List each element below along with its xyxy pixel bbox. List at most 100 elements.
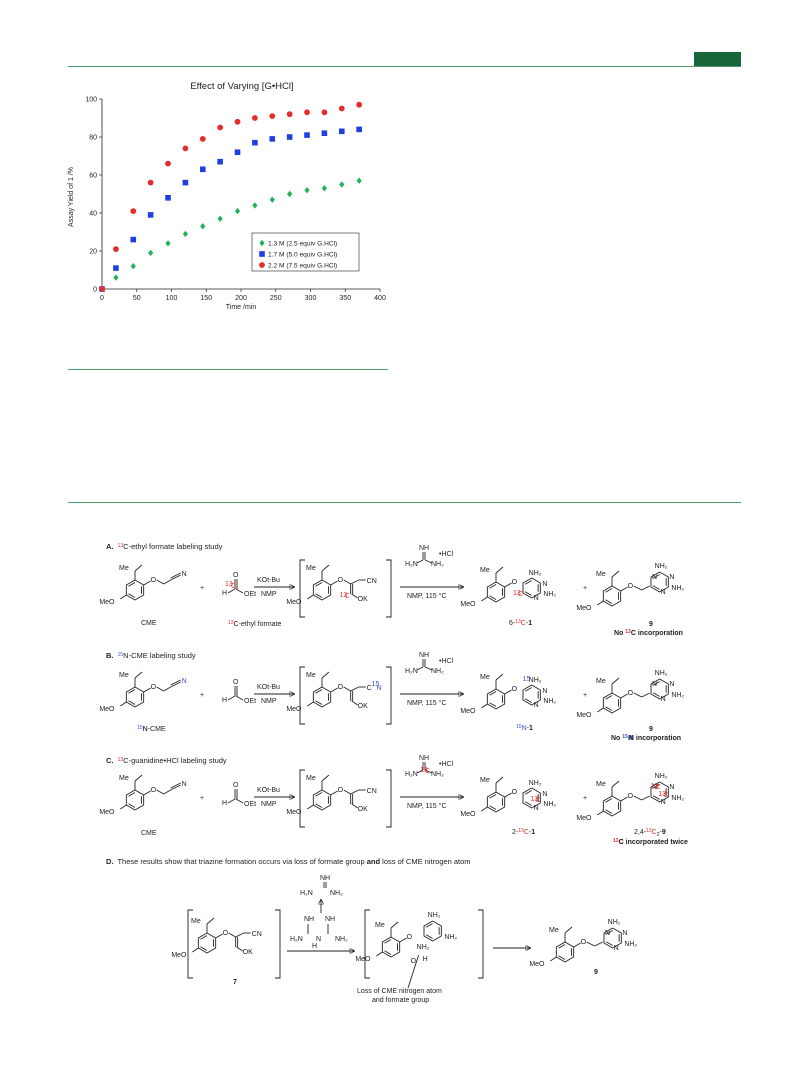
twice-label: 13CC incorporated twice (613, 838, 688, 846)
plus-sign: + (583, 692, 587, 699)
ring-n: N (534, 595, 539, 602)
methoxy-label: MeO (99, 809, 115, 816)
chem-label: C (345, 593, 350, 600)
data-point (182, 230, 188, 238)
bond (641, 585, 650, 591)
data-point (199, 166, 206, 173)
double-bond (605, 695, 613, 700)
data-point (234, 118, 241, 125)
bond (170, 572, 181, 579)
methoxy-label: MeO (99, 706, 115, 713)
ring-n: N (669, 681, 674, 688)
methoxy-label: MeO (576, 712, 592, 719)
methyl-label: Me (596, 571, 606, 578)
section-rule (68, 502, 741, 503)
bond (120, 701, 127, 707)
bond (120, 594, 127, 600)
no-15n-b: No 15NN incorporation (611, 734, 681, 742)
amine-label: NH₂ (529, 677, 542, 684)
amine-label: NH₂ (543, 591, 556, 598)
cyano-label: CN (252, 931, 262, 938)
double-bond (605, 809, 613, 814)
amine-label: NH₂ (655, 563, 668, 570)
data-point (339, 181, 345, 188)
ring-n: N (534, 702, 539, 709)
aromatic-ring (603, 927, 622, 949)
chem-label: O (233, 679, 239, 686)
bond (235, 588, 244, 594)
hcl-label: •HCl (439, 761, 454, 768)
imine-label: NH (419, 652, 429, 659)
product-9-label-b: 9 (649, 726, 653, 733)
chem-label: 13 (658, 791, 666, 798)
bond (504, 792, 512, 798)
bond (235, 932, 244, 938)
cme-15n-label: 15NN-CME (137, 725, 166, 733)
bond (407, 954, 420, 989)
ring-n: N (652, 784, 657, 791)
bond (564, 926, 573, 934)
data-point (217, 158, 223, 165)
methoxy-label: MeO (286, 599, 302, 606)
hcl-label: •HCl (439, 551, 454, 558)
amine-label: NH₂ (444, 934, 457, 941)
top-rule (68, 66, 741, 67)
legend-marker (259, 239, 265, 247)
hcl-label: •HCl (439, 658, 454, 665)
double-bond (558, 955, 566, 960)
data-point (234, 207, 241, 215)
legend-marker (259, 262, 265, 268)
bond (170, 681, 181, 688)
oxygen-label: O (223, 930, 229, 937)
bond (416, 559, 424, 564)
data-point (338, 128, 345, 135)
enolate-label: OK (358, 596, 368, 603)
double-bond (489, 702, 497, 707)
double-bond (652, 692, 660, 697)
chem-label: 15 (523, 676, 531, 683)
imine-label: NH (419, 545, 429, 552)
chem-label: C (518, 591, 523, 598)
legend-label: 1.3 M (2.5 equiv G.HCl) (268, 241, 337, 248)
double-bond (652, 681, 660, 686)
methyl-label: Me (549, 927, 559, 934)
methyl-label: Me (191, 918, 201, 925)
x-tick-label: 50 (133, 295, 141, 302)
data-point (148, 249, 154, 257)
data-point (269, 196, 275, 203)
chem-label: O (233, 782, 239, 789)
ring-n: N (542, 688, 547, 695)
bond (170, 679, 181, 686)
bond (424, 559, 433, 564)
bond (641, 795, 650, 801)
double-bond (524, 790, 532, 795)
double-bond (489, 794, 497, 799)
ring-n: N (542, 791, 547, 798)
bracket-left (299, 769, 305, 828)
cme-label-a: CME (141, 620, 157, 627)
methyl-label: Me (306, 775, 316, 782)
double-bond (605, 706, 613, 711)
bond (350, 789, 359, 795)
amine-label: NH₂ (529, 570, 542, 577)
amine-label: NH₂ (431, 561, 444, 568)
bond (330, 580, 338, 586)
double-bond (315, 700, 323, 705)
methyl-label: Me (306, 565, 316, 572)
bond (350, 579, 359, 585)
chem-label: 13 (420, 767, 428, 774)
section-a-title: A. 13C-ethyl formate labeling study (106, 542, 223, 551)
chem-label: 13 (530, 796, 538, 803)
amine-label: H₂N (300, 890, 313, 897)
methoxy-label: MeO (286, 706, 302, 713)
data-point (182, 145, 189, 152)
methyl-label: Me (119, 775, 129, 782)
data-point (321, 109, 328, 116)
ring-n: N (661, 589, 666, 596)
no-13c-a: No 13C incorporation (614, 629, 683, 637)
double-bond (128, 582, 136, 587)
section-b-title: B. 15N-CME labeling study (106, 651, 196, 660)
formate-label: 13C-ethyl formate (228, 620, 282, 628)
ring-n: N (316, 936, 321, 943)
methoxy-label: MeO (460, 811, 476, 818)
